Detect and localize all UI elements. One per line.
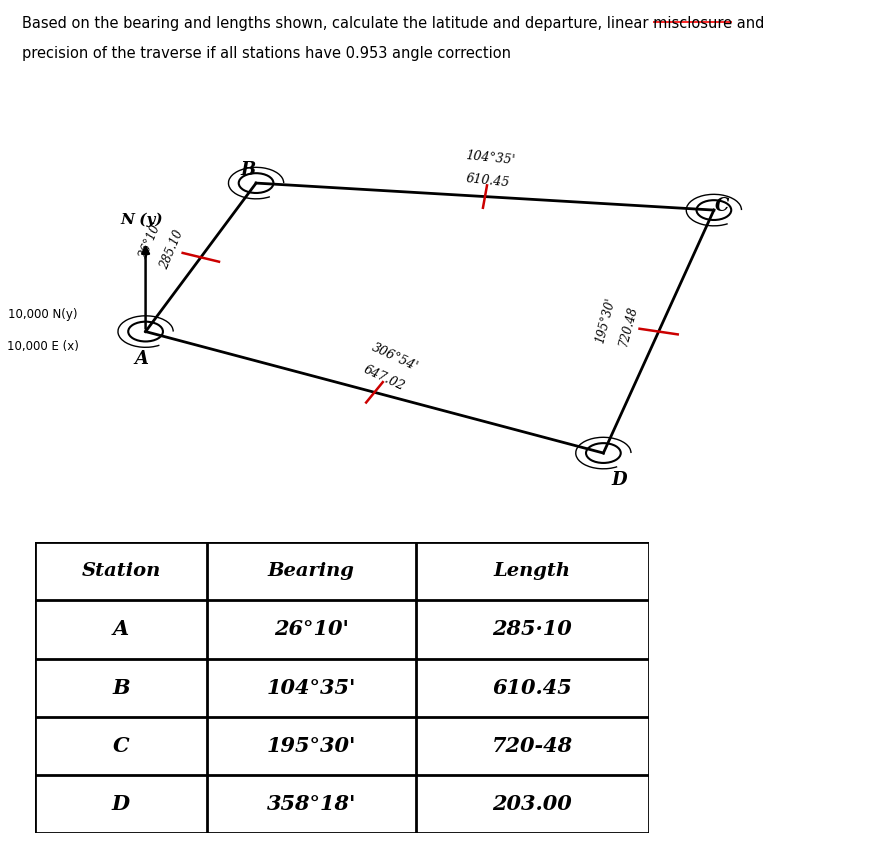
Text: 26°10': 26°10'	[274, 620, 349, 639]
Text: 720.48: 720.48	[617, 305, 639, 348]
Text: D: D	[112, 794, 130, 813]
Text: 610.45: 610.45	[465, 172, 510, 190]
Text: Based on the bearing and lengths shown, calculate the latitude and departure, li: Based on the bearing and lengths shown, …	[22, 44, 653, 59]
Text: 610.45: 610.45	[493, 678, 572, 697]
Text: 647.02: 647.02	[362, 362, 407, 394]
Text: C: C	[715, 197, 729, 214]
Text: 306°54': 306°54'	[369, 341, 420, 374]
Text: D: D	[611, 471, 627, 489]
Text: 285.10: 285.10	[158, 228, 186, 271]
Text: 10,000 N(y): 10,000 N(y)	[8, 308, 78, 321]
Text: Based on the bearing and lengths shown, calculate the latitude and departure, li: Based on the bearing and lengths shown, …	[22, 16, 765, 31]
Text: 195°30': 195°30'	[267, 736, 356, 755]
Text: C: C	[113, 736, 129, 755]
Text: Bearing: Bearing	[267, 563, 355, 580]
Text: A: A	[113, 620, 129, 639]
Text: N (y): N (y)	[120, 212, 163, 226]
Text: 720-48: 720-48	[492, 736, 573, 755]
Text: A: A	[135, 350, 148, 368]
Text: misclosure: misclosure	[22, 44, 101, 59]
Text: precision of the traverse if all stations have 0.953 angle correction: precision of the traverse if all station…	[22, 46, 511, 61]
Text: 195°30': 195°30'	[593, 297, 617, 345]
Text: 104°35': 104°35'	[267, 678, 356, 697]
Text: B: B	[112, 678, 130, 697]
Text: Length: Length	[494, 563, 571, 580]
Text: 26°10': 26°10'	[136, 220, 164, 262]
Text: 358°18': 358°18'	[267, 794, 356, 813]
Text: 203.00: 203.00	[493, 794, 572, 813]
Text: B: B	[240, 161, 256, 178]
Text: 285·10: 285·10	[493, 620, 572, 639]
Text: 10,000 E (x): 10,000 E (x)	[7, 340, 79, 352]
Text: 104°35': 104°35'	[465, 150, 515, 167]
Text: Station: Station	[82, 563, 160, 580]
